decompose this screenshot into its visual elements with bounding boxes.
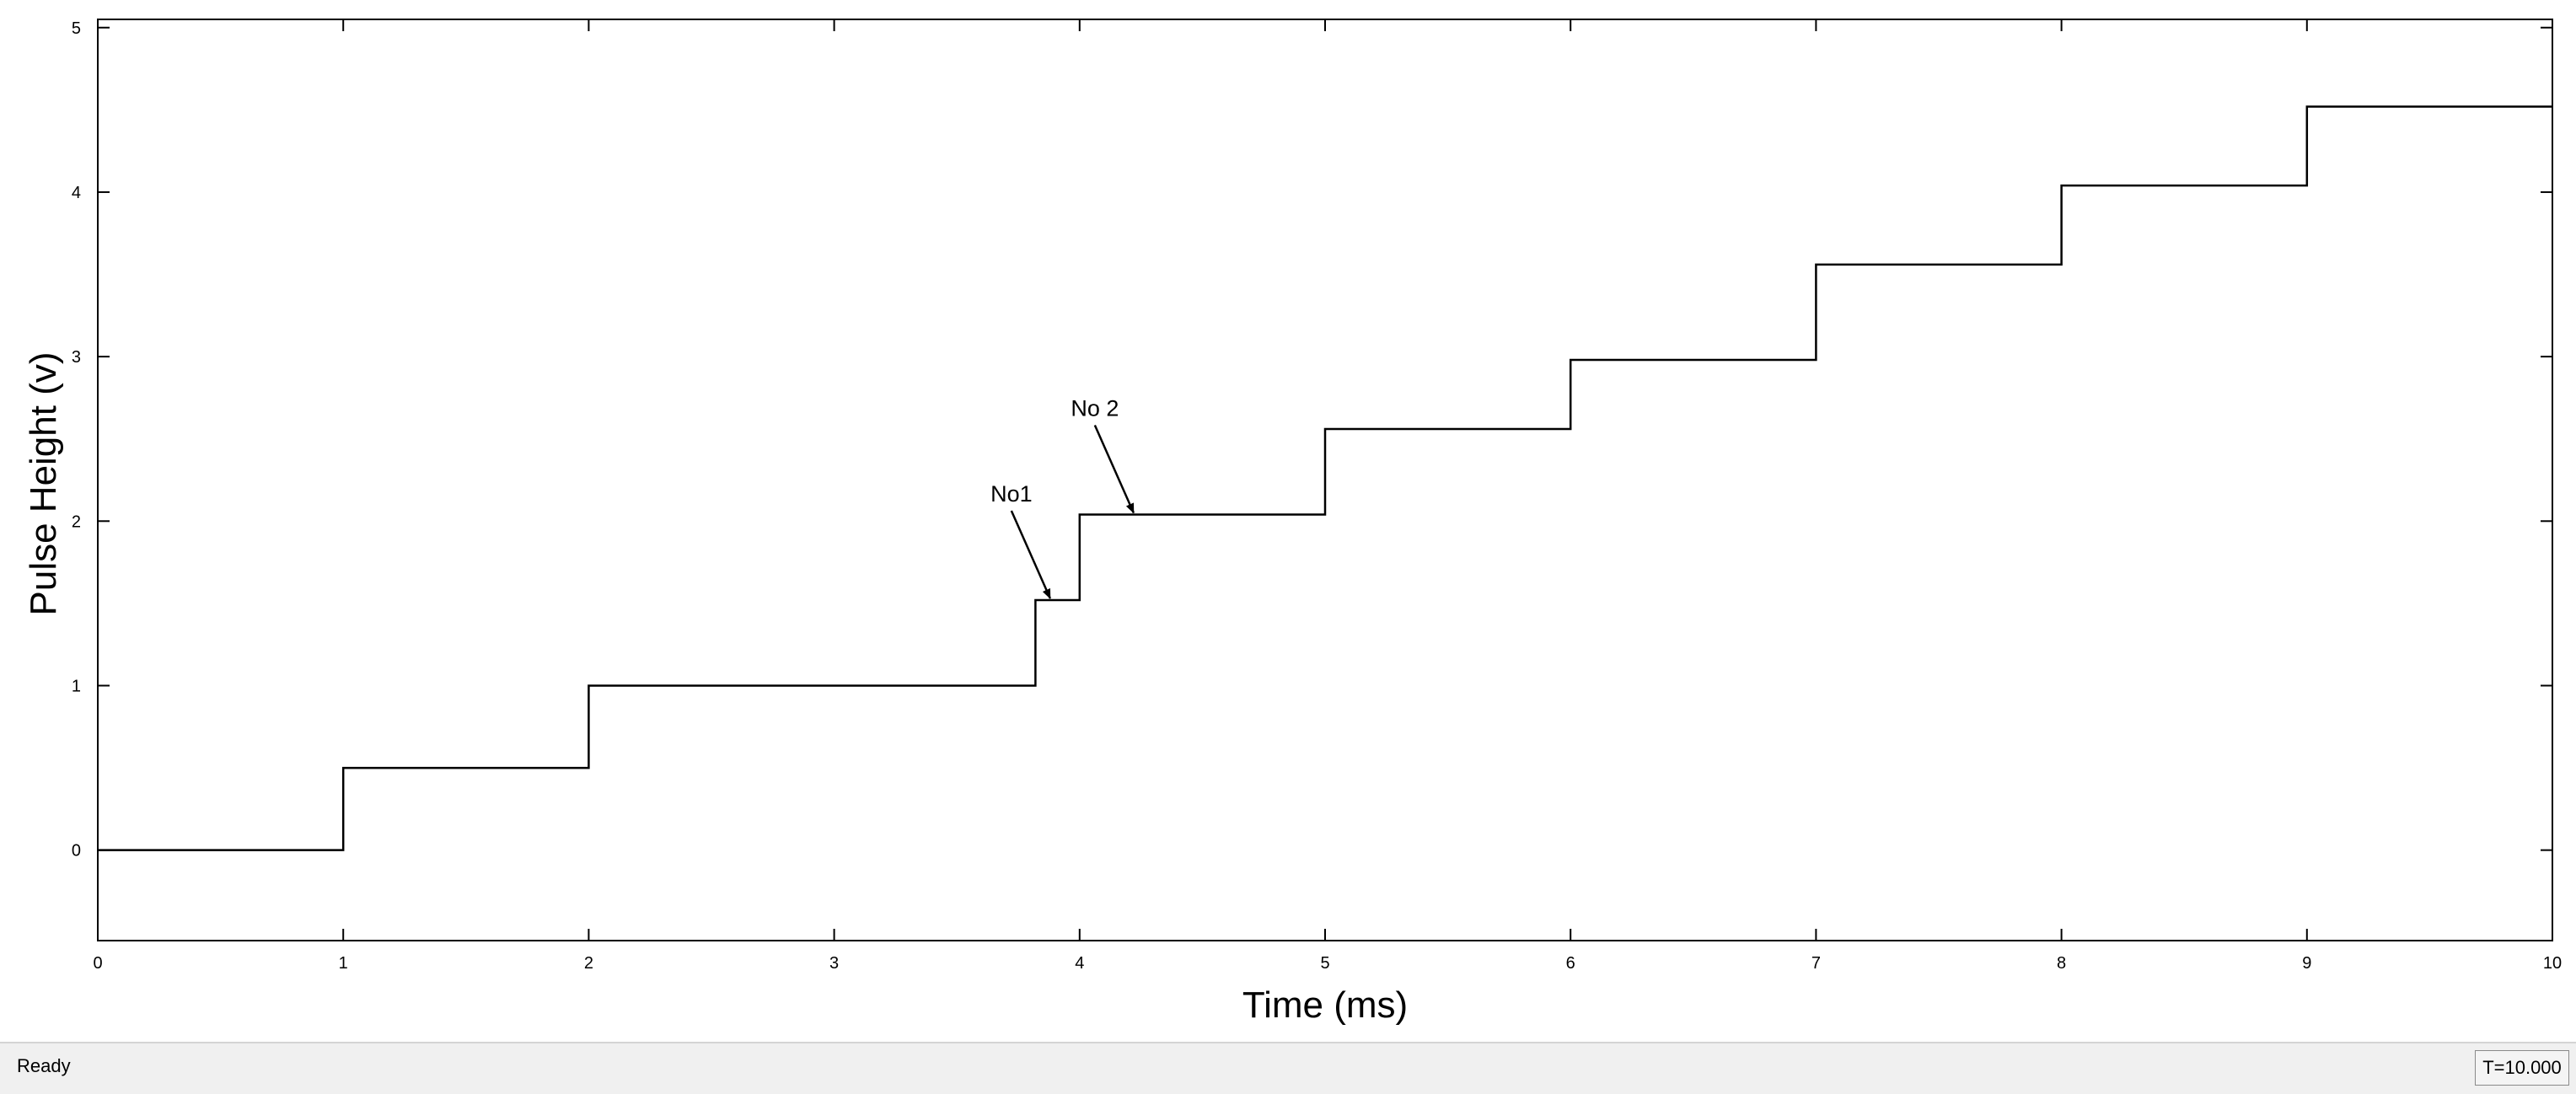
x-tick-label: 5	[1320, 954, 1329, 973]
y-tick-label: 5	[72, 19, 81, 38]
x-tick-label: 0	[93, 954, 102, 973]
annotation-layer: No1 No 2	[990, 395, 1135, 599]
time-readout: T=10.000	[2475, 1050, 2569, 1086]
y-tick-label: 0	[72, 842, 81, 861]
step-chart: 0 1 2 3 4 5 6 7 8 9 10 0 1 2 3 4 5 No1 No 2 Time (ms) Pu…	[23, 19, 2562, 1026]
x-axis-label: Time (ms)	[1242, 984, 1408, 1026]
y-tick-label: 2	[72, 512, 81, 531]
annotation-arrow	[1093, 424, 1135, 514]
x-tick-label: 7	[1811, 954, 1821, 973]
y-axis-label: Pulse Height (v)	[23, 351, 64, 615]
y-axis-ticks: 0 1 2 3 4 5	[72, 19, 2552, 861]
annotation-arrow	[1010, 510, 1051, 599]
annotation-label: No1	[990, 481, 1033, 507]
x-tick-label: 6	[1566, 954, 1575, 973]
plot-area[interactable]: 0 1 2 3 4 5 6 7 8 9 10 0 1 2 3 4 5 No1 No 2 Time (ms) Pu…	[0, 0, 2576, 1042]
pulse-step-line	[98, 105, 2552, 851]
x-axis-ticks: 0 1 2 3 4 5 6 7 8 9 10	[93, 19, 2562, 973]
x-tick-label: 4	[1075, 954, 1084, 973]
status-text: Ready	[17, 1055, 71, 1076]
series-layer	[98, 105, 2552, 851]
y-tick-label: 1	[72, 677, 81, 695]
x-tick-label: 10	[2543, 954, 2562, 973]
y-tick-label: 3	[72, 348, 81, 367]
x-tick-label: 8	[2057, 954, 2066, 973]
status-bar: Ready T=10.000	[0, 1042, 2576, 1094]
x-tick-label: 3	[829, 954, 839, 973]
x-tick-label: 1	[339, 954, 348, 973]
x-tick-label: 2	[584, 954, 593, 973]
y-tick-label: 4	[72, 184, 81, 202]
x-tick-label: 9	[2302, 954, 2311, 973]
annotation-label: No 2	[1071, 395, 1119, 421]
